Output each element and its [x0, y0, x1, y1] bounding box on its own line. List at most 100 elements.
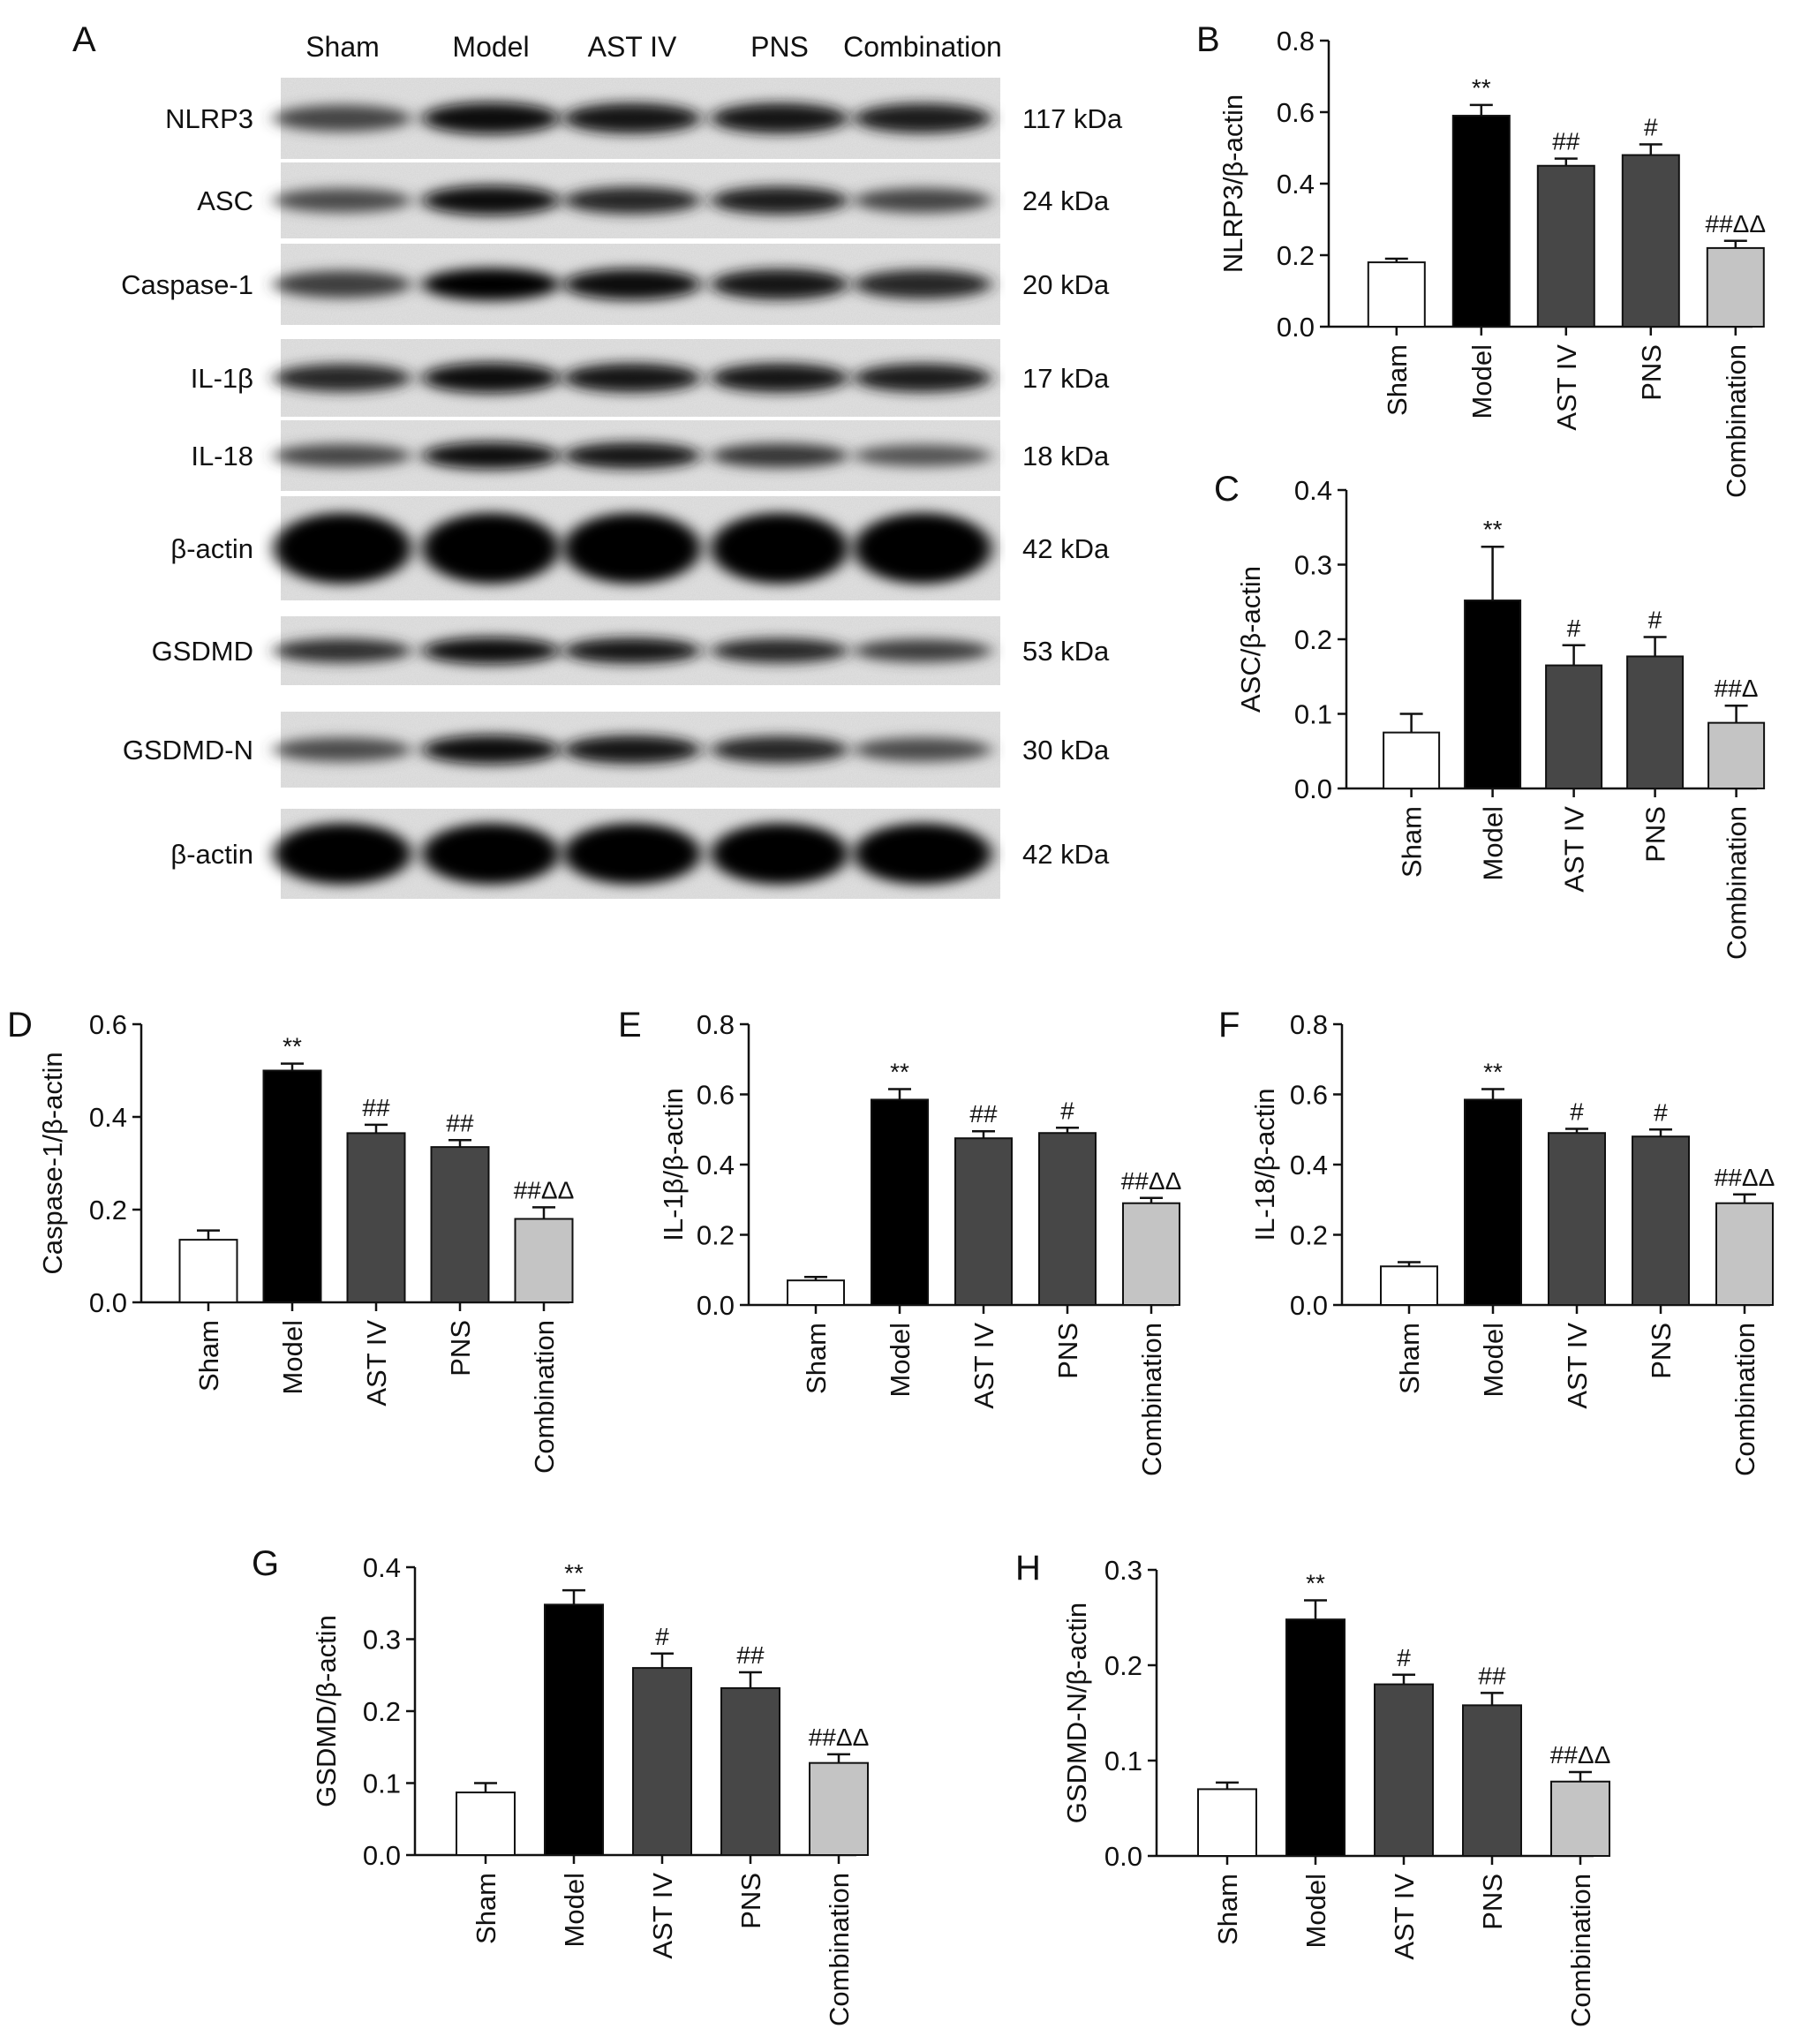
bar-pns [1626, 655, 1685, 789]
chart-panel-e: E 0.0 0.2 0.4 0.6 0.8 IL-1β/β-actin Sham ** Model… [618, 1006, 1181, 1476]
blot-row-beta-actin: β-actin 42 kDa [170, 496, 1110, 600]
blot-protein-label: GSDMD-N [123, 735, 253, 766]
y-tick-label: 0.4 [697, 1150, 735, 1180]
blot-band [854, 269, 991, 299]
blot-band [422, 637, 560, 665]
chart-panel-d: D 0.0 0.2 0.4 0.6 Caspase-1/β-actin Sham ** Mode… [7, 1006, 574, 1474]
x-tick-label: PNS [1646, 1323, 1677, 1379]
blot-band [854, 512, 991, 585]
y-tick-label: 0.6 [1290, 1080, 1328, 1111]
blot-size-label: 18 kDa [1022, 441, 1110, 471]
blot-row-il-1beta: IL-1β 17 kDa [191, 339, 1110, 417]
y-tick-label: 0.2 [1277, 240, 1315, 271]
x-tick-label: Model [277, 1320, 308, 1394]
bar-pns [1038, 1132, 1097, 1306]
chart-panel-c: C 0.0 0.1 0.2 0.3 0.4 ASC/β-actin Sham ** Model # A… [1214, 470, 1766, 960]
bar-model [871, 1098, 929, 1307]
lane-header-sham: Sham [305, 31, 380, 63]
significance-label: ** [1483, 1059, 1503, 1086]
blot-band [711, 363, 848, 393]
x-tick-label: Combination [1730, 1323, 1760, 1476]
x-tick-label: Model [559, 1873, 590, 1947]
y-tick-label: 0.2 [1104, 1650, 1142, 1681]
blot-band [274, 512, 411, 585]
x-tick-label: Sham [471, 1873, 501, 1944]
significance-label: # [655, 1623, 669, 1650]
blot-rows: NLRP3 117 kDa ASC 24 kDa Caspase-1 20 kDa IL-1… [121, 78, 1123, 899]
significance-label: ##ΔΔ [1706, 210, 1767, 238]
y-tick-label: 0.0 [697, 1290, 735, 1321]
x-tick-label: AST IV [361, 1320, 392, 1407]
chart-panel-f: F 0.0 0.2 0.4 0.6 0.8 IL-18/β-actin Sham ** Model… [1218, 1006, 1775, 1476]
y-axis-label: IL-18/β-actin [1249, 1089, 1280, 1241]
significance-label: ** [1483, 516, 1503, 543]
bar-combination [1715, 1202, 1774, 1306]
blot-band [854, 103, 991, 133]
significance-label: # [1648, 606, 1662, 633]
y-tick-label: 0.1 [1294, 699, 1332, 730]
y-axis-label: NLRP3/β-actin [1217, 94, 1248, 273]
y-tick-label: 0.2 [1290, 1220, 1328, 1251]
blot-size-label: 42 kDa [1022, 839, 1110, 870]
panel-letter-e: E [618, 1006, 642, 1045]
blot-size-label: 30 kDa [1022, 735, 1110, 766]
blot-row-gsdmd-n: GSDMD-N 30 kDa [123, 712, 1110, 788]
blot-band [563, 268, 701, 300]
bar-sham [1197, 1788, 1257, 1858]
blot-band [563, 823, 701, 885]
blot-band [274, 104, 411, 132]
blot-band [422, 362, 560, 394]
blot-size-label: 17 kDa [1022, 363, 1110, 394]
blot-protein-label: NLRP3 [165, 103, 253, 134]
lane-header-pns: PNS [750, 31, 809, 63]
blot-band [563, 512, 701, 585]
blot-band [711, 637, 848, 664]
bar-combination [1706, 246, 1765, 328]
significance-label: ## [1478, 1662, 1506, 1689]
bar-sham [178, 1239, 238, 1303]
y-tick-label: 0.6 [697, 1080, 735, 1111]
bar-sham [787, 1279, 845, 1307]
bar-ast-iv [1374, 1683, 1434, 1857]
blot-band [854, 444, 991, 467]
y-tick-label: 0.8 [697, 1009, 735, 1040]
x-tick-label: Combination [1565, 1874, 1596, 2027]
significance-label: ##ΔΔ [514, 1176, 575, 1203]
significance-label: ##Δ [1715, 675, 1759, 702]
chart-panel-b: B 0.0 0.2 0.4 0.6 0.8 NLRP3/β-actin Sham ** Model… [1196, 20, 1766, 498]
y-tick-label: 0.2 [697, 1220, 735, 1251]
y-tick-label: 0.6 [89, 1009, 127, 1040]
x-tick-label: Sham [801, 1323, 832, 1394]
x-tick-label: Model [1466, 344, 1497, 419]
y-tick-label: 0.2 [363, 1696, 401, 1727]
x-tick-label: AST IV [1559, 806, 1590, 893]
x-tick-label: Sham [1382, 344, 1413, 416]
significance-label: # [1644, 113, 1658, 140]
blot-row-gsdmd: GSDMD 53 kDa [152, 616, 1110, 685]
panel-letter-f: F [1218, 1006, 1240, 1045]
x-tick-label: AST IV [1562, 1323, 1593, 1409]
western-blot-panel: A Sham Model AST IV PNS Combination NLRP3 117… [72, 20, 1123, 899]
panel-letter-g: G [252, 1544, 279, 1583]
y-tick-label: 0.4 [1294, 475, 1332, 506]
x-tick-label: AST IV [1389, 1874, 1420, 1960]
bar-model [1451, 115, 1511, 328]
significance-label: # [1567, 615, 1581, 642]
y-tick-label: 0.1 [1104, 1746, 1142, 1776]
bar-model [1464, 600, 1522, 789]
y-tick-label: 0.0 [1294, 773, 1332, 804]
panel-letter-d: D [7, 1006, 33, 1045]
blot-band [563, 102, 701, 134]
bar-combination [809, 1761, 869, 1857]
x-tick-label: Combination [529, 1320, 560, 1474]
bar-sham [1383, 731, 1441, 789]
blot-band [711, 186, 848, 215]
x-tick-label: Sham [193, 1320, 224, 1392]
y-tick-label: 0.2 [1294, 624, 1332, 655]
x-tick-label: Model [1300, 1874, 1331, 1948]
blot-band [563, 637, 701, 664]
significance-label: ** [1472, 74, 1491, 102]
blot-band [563, 735, 701, 765]
blot-band [711, 443, 848, 468]
bar-sham [1380, 1265, 1438, 1307]
